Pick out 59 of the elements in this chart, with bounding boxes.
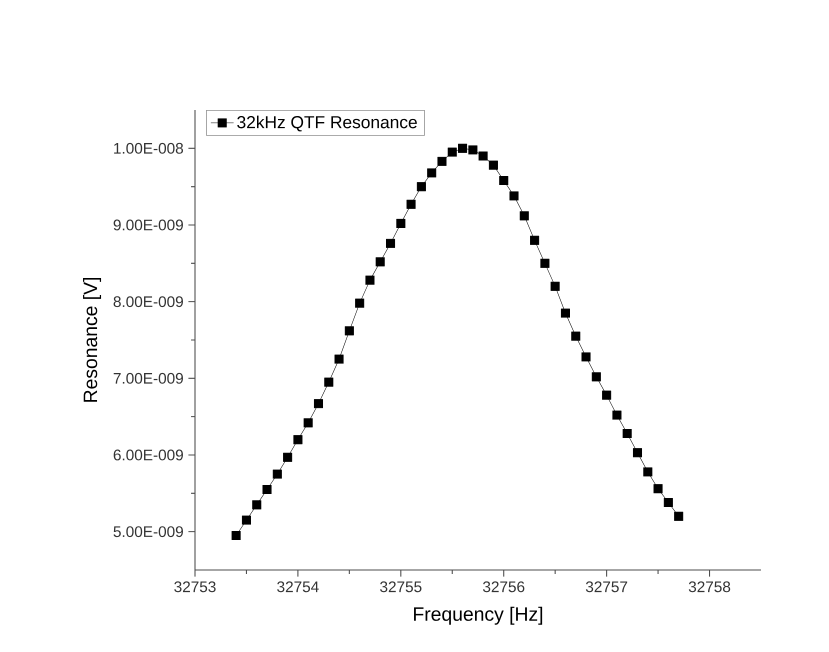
legend-label: 32kHz QTF Resonance [237, 116, 417, 132]
point [550, 282, 560, 291]
point [344, 326, 354, 336]
point [632, 448, 642, 458]
point [314, 399, 324, 408]
point [488, 160, 498, 170]
point [365, 276, 374, 285]
y-tick-label: 8.00E-009 [114, 296, 183, 308]
point [334, 354, 344, 364]
y-tick-label: 9.00E-009 [114, 220, 183, 230]
y-tick-label: 5.00E-009 [114, 526, 183, 538]
point [520, 211, 529, 220]
point [427, 168, 436, 178]
point [622, 428, 632, 438]
point [458, 144, 468, 153]
point [386, 238, 396, 248]
point [478, 151, 488, 161]
point [416, 182, 426, 192]
point [437, 156, 446, 166]
y-tick-label: 1.00E-008 [114, 142, 184, 154]
point [283, 452, 292, 462]
x-tick-label: 32756 [482, 581, 524, 592]
point [643, 467, 652, 476]
point [262, 484, 272, 494]
point [602, 390, 612, 400]
x-axis-title: Frequency [Hz] [414, 606, 542, 625]
point [560, 308, 570, 318]
point [293, 435, 302, 444]
point [674, 512, 684, 521]
point [396, 218, 406, 228]
point [612, 410, 622, 420]
point [232, 530, 241, 540]
point [324, 378, 334, 387]
point [540, 258, 550, 268]
y-axis-title: Resonance [V] [83, 278, 102, 402]
point [592, 372, 601, 382]
x-tick-label: 32758 [688, 581, 730, 592]
x-tick-label: 32757 [586, 581, 628, 592]
point [406, 200, 416, 209]
point [654, 484, 663, 494]
point [252, 500, 262, 510]
y-tick-label: 7.00E-009 [114, 372, 183, 384]
y-tick-label: 6.00E-009 [114, 450, 183, 460]
point [242, 516, 251, 525]
point [448, 148, 457, 157]
point [376, 257, 385, 266]
point [530, 236, 540, 245]
point [582, 352, 591, 362]
x-tick-label: 32753 [174, 581, 216, 592]
point [272, 470, 282, 479]
point [468, 145, 478, 154]
point [664, 498, 673, 508]
point [355, 298, 364, 308]
point [571, 332, 580, 341]
point [499, 176, 508, 186]
point [304, 418, 313, 428]
x-tick-label: 32754 [277, 581, 319, 592]
point [509, 191, 519, 200]
x-tick-label: 32755 [380, 581, 422, 592]
